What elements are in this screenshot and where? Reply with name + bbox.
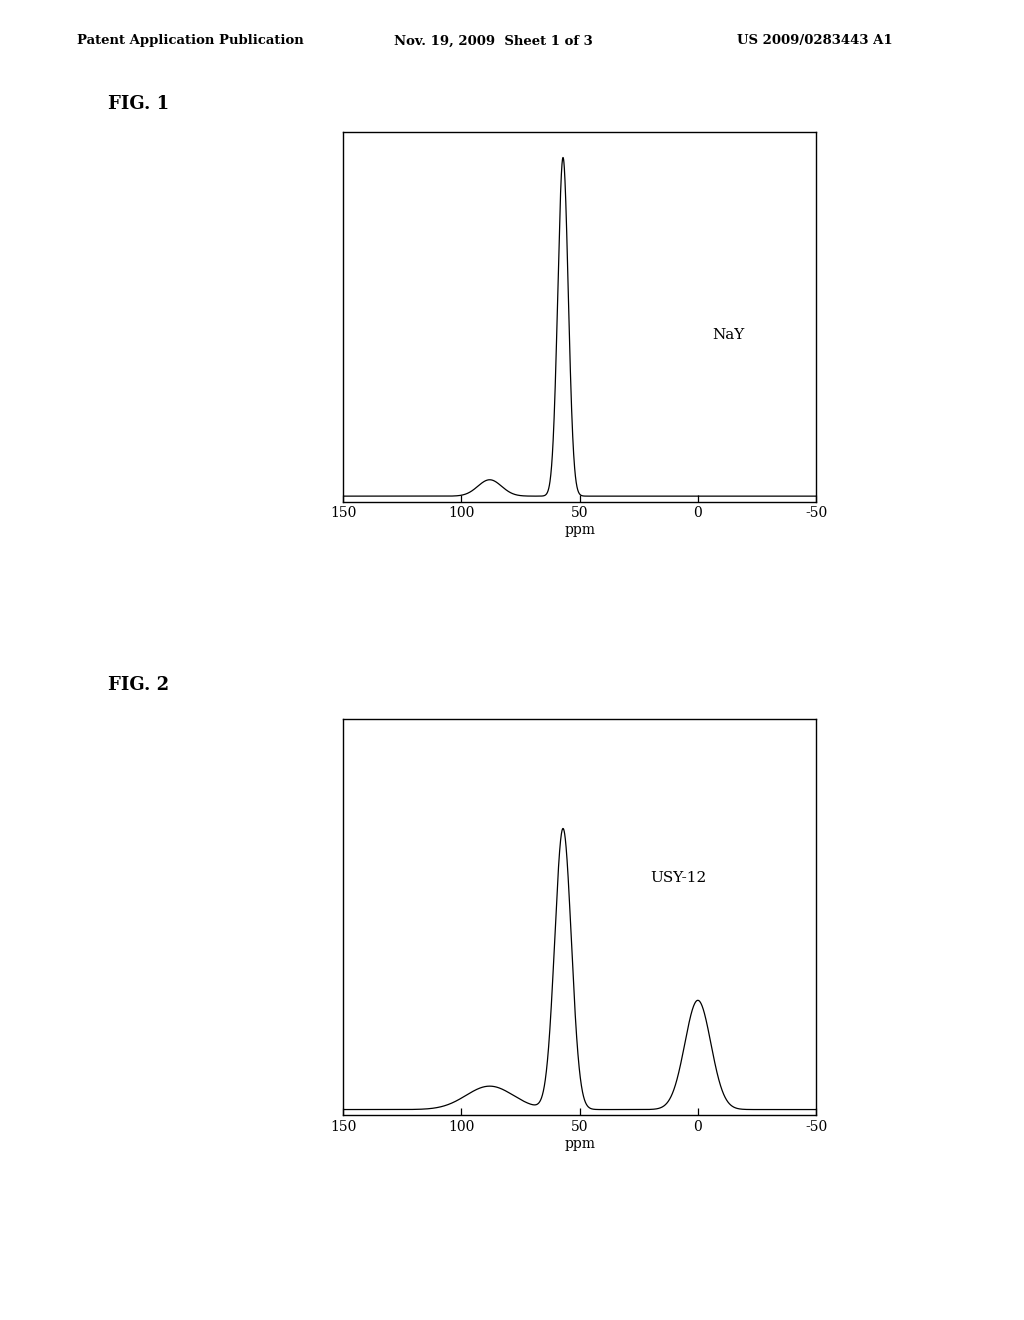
Text: US 2009/0283443 A1: US 2009/0283443 A1 (737, 34, 893, 48)
Text: NaY: NaY (712, 329, 744, 342)
Text: Nov. 19, 2009  Sheet 1 of 3: Nov. 19, 2009 Sheet 1 of 3 (394, 34, 593, 48)
Text: Patent Application Publication: Patent Application Publication (77, 34, 303, 48)
Text: USY-12: USY-12 (650, 871, 707, 884)
X-axis label: ppm: ppm (564, 1137, 595, 1151)
X-axis label: ppm: ppm (564, 523, 595, 537)
Text: FIG. 1: FIG. 1 (108, 95, 169, 114)
Text: FIG. 2: FIG. 2 (108, 676, 169, 694)
